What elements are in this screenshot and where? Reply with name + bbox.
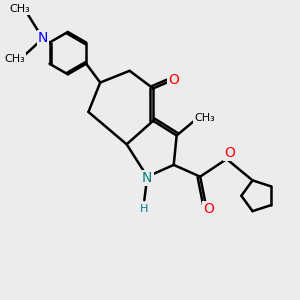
Text: O: O	[168, 73, 179, 87]
Text: O: O	[224, 146, 235, 160]
Text: O: O	[204, 202, 214, 216]
Text: CH₃: CH₃	[4, 54, 25, 64]
Text: N: N	[38, 32, 48, 45]
Text: CH₃: CH₃	[194, 113, 215, 123]
Text: H: H	[140, 204, 148, 214]
Text: CH₃: CH₃	[9, 4, 30, 14]
Text: N: N	[142, 171, 152, 185]
